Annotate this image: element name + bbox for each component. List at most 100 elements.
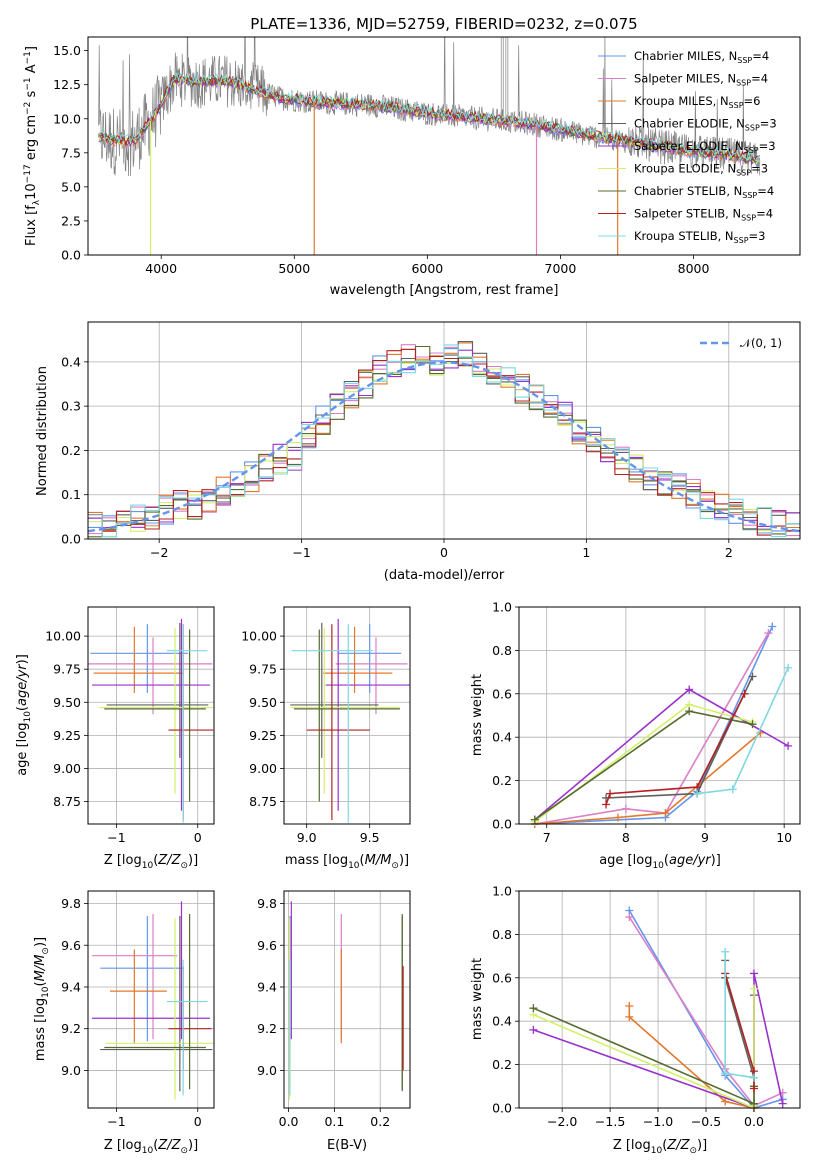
mass-weight-marker — [529, 1025, 538, 1034]
y-tick-label: 0.0 — [492, 817, 512, 832]
y-tick-label: 9.00 — [53, 761, 81, 776]
mass-weight-line — [533, 988, 755, 1110]
x-tick-label: 7000 — [545, 261, 577, 276]
mass-weight-marker — [748, 720, 757, 729]
y-tick-label: 7.5 — [61, 145, 81, 160]
x-tick-label: 5000 — [278, 261, 310, 276]
x-tick-label: −2 — [150, 545, 168, 560]
mass-weight-marker — [529, 1004, 538, 1013]
y-tick-label: 9.50 — [249, 695, 277, 710]
mass-vs-z-xlabel: Z [log10(Z/Z⊙)] — [104, 1138, 198, 1156]
y-tick-label: 0.8 — [492, 927, 512, 942]
y-tick-label: 0.6 — [492, 686, 512, 701]
spectrum-plot-area — [98, 37, 761, 255]
age-vs-mass-axes-frame — [283, 606, 411, 825]
mass-weight-marker — [625, 1012, 634, 1021]
spectrum-data-lines — [98, 37, 761, 255]
x-tick-label: 2 — [725, 545, 733, 560]
mass-weight-marker — [621, 804, 630, 813]
x-tick-label: 0.1 — [324, 1114, 344, 1129]
y-tick-label: 9.6 — [61, 938, 81, 953]
spectrum-panel: PLATE=1336, MJD=52759, FIBERID=0232, z=0… — [23, 15, 801, 298]
x-tick-label: 0.0 — [744, 1114, 764, 1129]
y-tick-label: 0.2 — [492, 1057, 512, 1072]
weight-vs-age-panel: 7 8 9 10 0.0 0.2 0.4 0.6 0.8 1.0 age [log10(age/y… — [470, 600, 801, 871]
mass-weight-line — [605, 693, 746, 805]
mass-weight-marker — [740, 689, 749, 698]
y-tick-label: 9.75 — [249, 662, 277, 677]
y-tick-label: 9.25 — [249, 728, 277, 743]
mass-vs-ebv-xlabel: E(B-V) — [327, 1138, 367, 1153]
y-tick-label: 8.75 — [53, 794, 81, 809]
legend-entry: Salpeter ELODIE, NSSP=3 — [634, 139, 776, 155]
y-tick-label: 9.2 — [61, 1021, 81, 1036]
residuals-ylabel: Normed distribution — [35, 366, 50, 496]
y-tick-label: 9.6 — [257, 938, 277, 953]
x-tick-label: −1 — [107, 830, 125, 845]
weight-vs-age-axes-frame — [518, 606, 801, 825]
mass-weight-marker — [693, 789, 702, 798]
residuals-xlabel: (data-model)/error — [384, 568, 505, 583]
mass-weight-marker — [749, 969, 758, 978]
mass-weight-marker — [749, 1099, 758, 1108]
mass-weight-marker — [749, 1073, 758, 1082]
x-tick-label: 0 — [194, 1114, 202, 1129]
mass-weight-marker — [721, 1097, 730, 1106]
mass-weight-marker — [613, 813, 622, 822]
mass-weight-marker — [784, 663, 793, 672]
mass-weight-marker — [685, 685, 694, 694]
legend-entry: Kroupa MILES, NSSP=6 — [634, 94, 760, 110]
y-tick-label: 9.00 — [249, 761, 277, 776]
residual-histograms — [88, 341, 800, 538]
errorbar-plot-area — [288, 901, 404, 1100]
x-tick-label: 6000 — [411, 261, 443, 276]
x-tick-label: −1.5 — [595, 1114, 625, 1129]
model-spectrum-line — [98, 72, 761, 163]
y-tick-label: 0.0 — [492, 1101, 512, 1116]
mass-weight-marker — [768, 622, 777, 631]
spectrum-title: PLATE=1336, MJD=52759, FIBERID=0232, z=0… — [250, 15, 637, 33]
y-tick-label: 9.25 — [53, 728, 81, 743]
mass-weight-marker — [784, 741, 793, 750]
y-tick-label: 0.0 — [61, 532, 81, 547]
y-tick-label: 9.8 — [257, 896, 277, 911]
x-tick-label: 0.2 — [370, 1114, 390, 1129]
errorbar-plot-area — [88, 618, 214, 823]
gaussian-legend: 𝒩(0, 1) — [700, 336, 782, 350]
y-tick-label: 10.0 — [53, 111, 81, 126]
y-tick-label: 0.1 — [61, 487, 81, 502]
spectrum-ylabel: Flux [fλ10−17 erg cm−2 s−1 A−1] — [23, 46, 42, 246]
age-vs-z-errorbars — [88, 618, 214, 823]
y-tick-label: 5.0 — [61, 179, 81, 194]
mass-weight-marker — [530, 815, 539, 824]
legend-entry: Kroupa ELODIE, NSSP=3 — [634, 162, 768, 178]
mass-weight-marker — [721, 947, 730, 956]
mass-weight-marker — [764, 629, 773, 638]
mass-weight-marker — [728, 785, 737, 794]
x-tick-label: 0.0 — [279, 1114, 299, 1129]
weight-vs-age-xlabel: age [log10(age/yr)] — [599, 853, 721, 871]
y-tick-label: 9.4 — [257, 979, 277, 994]
mass-weight-marker — [606, 789, 615, 798]
mass-weight-marker — [625, 913, 634, 922]
mass-vs-ebv-errorbars — [288, 901, 404, 1100]
mass-vs-z-errorbars — [92, 901, 214, 1100]
x-tick-label: −1 — [292, 545, 310, 560]
mass-weight-marker — [721, 1069, 730, 1078]
y-tick-label: 0.3 — [61, 399, 81, 414]
weight-vs-z-ylabel: mass weight — [470, 958, 485, 1040]
weight-vs-z-xlabel: Z [log10(Z/Z⊙)] — [613, 1138, 707, 1156]
mass-weight-marker — [685, 707, 694, 716]
mass-weight-line — [534, 732, 761, 825]
gaussian-legend-label: 𝒩(0, 1) — [740, 336, 782, 350]
mass-vs-z-panel: −1 0 9.0 9.2 9.4 9.6 9.8 Z [log10(Z/Z⊙)] mass … — [33, 890, 215, 1156]
gaussian-curve — [88, 361, 800, 533]
y-tick-label: 1.0 — [492, 600, 512, 615]
x-tick-label: −1.0 — [643, 1114, 673, 1129]
errorbar-plot-area — [92, 901, 214, 1100]
y-tick-label: 9.75 — [53, 662, 81, 677]
mass-weight-marker — [748, 672, 757, 681]
mass-vs-z-ylabel: mass [log10(M/M⊙)] — [33, 937, 51, 1061]
mass-weight-marker — [602, 800, 611, 809]
